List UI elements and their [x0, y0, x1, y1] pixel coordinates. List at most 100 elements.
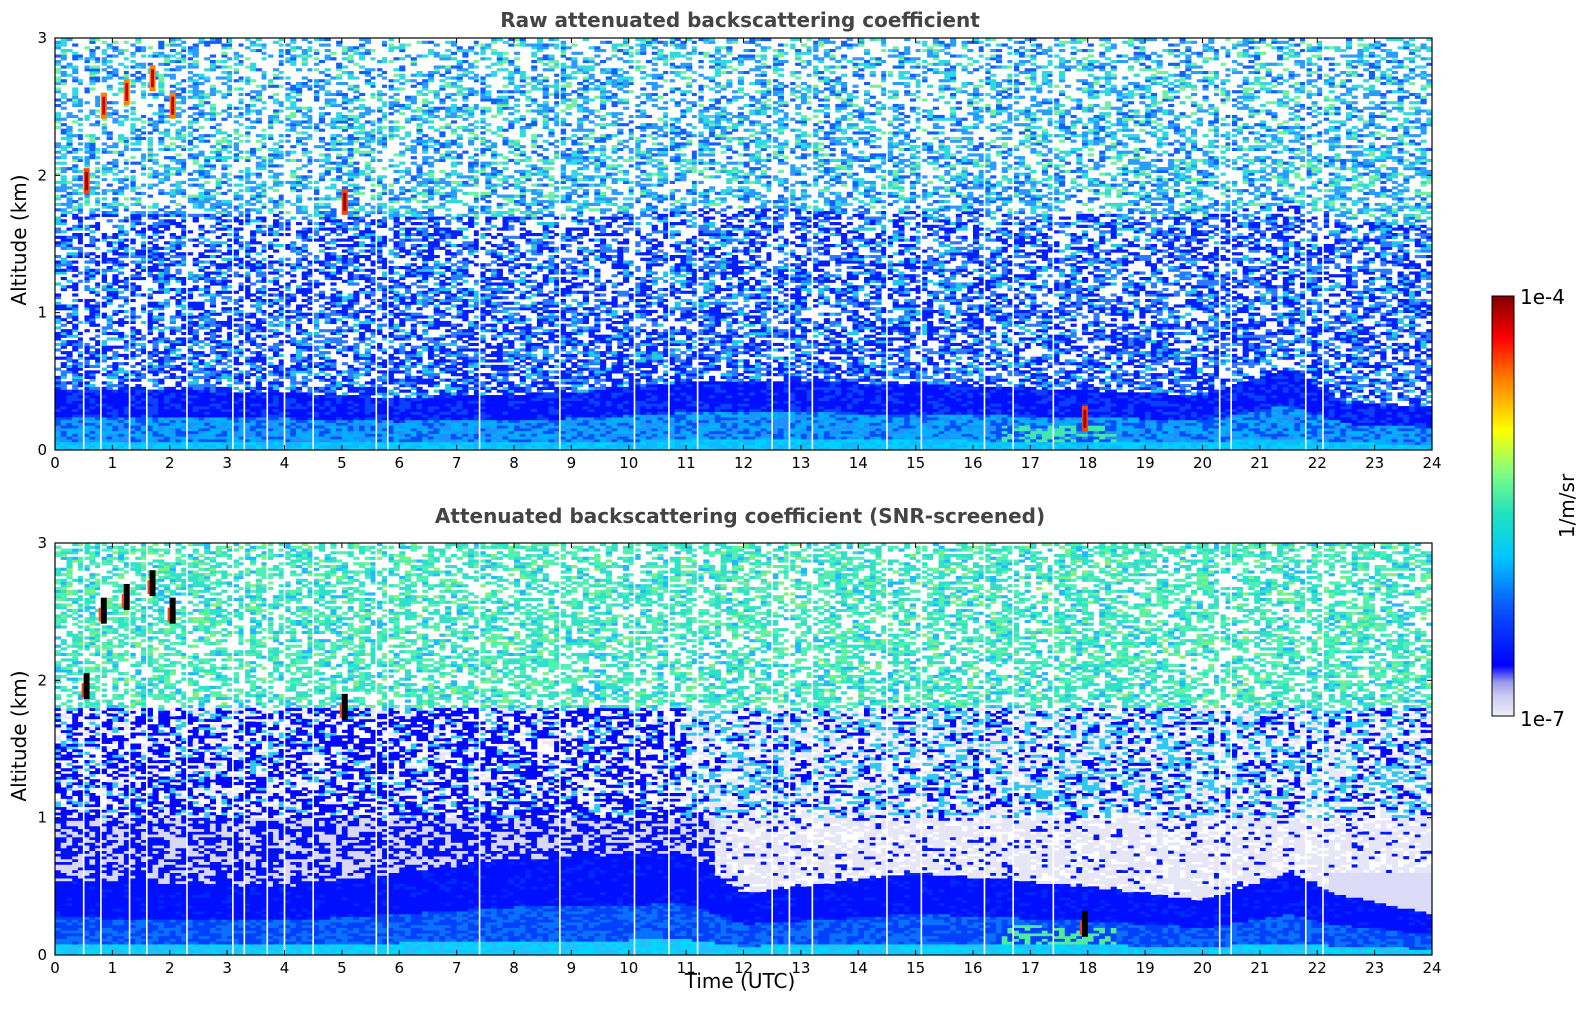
heatmap-cell [84, 164, 90, 167]
heatmap-cell [61, 324, 67, 327]
heatmap-cell [153, 123, 159, 126]
heatmap-cell [153, 228, 159, 231]
heatmap-cell [135, 354, 141, 357]
heatmap-cell [89, 288, 95, 291]
heatmap-cell [55, 387, 61, 390]
heatmap-cell [164, 417, 170, 420]
heatmap-cell [147, 436, 153, 439]
heatmap-cell [55, 118, 61, 121]
heatmap-cell [153, 277, 159, 280]
heatmap-cell [107, 414, 113, 417]
heatmap-cell [112, 376, 118, 379]
heatmap-cell [107, 428, 113, 431]
heatmap-cell [130, 332, 136, 335]
heatmap-cell [66, 428, 72, 431]
heatmap-cell [55, 241, 61, 244]
heatmap-cell [101, 236, 107, 239]
heatmap-cell [130, 90, 136, 93]
heatmap-cell [147, 420, 153, 423]
heatmap-cell [135, 436, 141, 439]
heatmap-cell [147, 175, 153, 178]
heatmap-cell [135, 219, 141, 222]
heatmap-cell [130, 101, 136, 104]
heatmap-cell [66, 239, 72, 242]
heatmap-cell [101, 302, 107, 305]
heatmap-cell [158, 417, 164, 420]
heatmap-cell [153, 170, 159, 173]
heatmap-cell [55, 348, 61, 351]
heatmap-cell [55, 436, 61, 439]
heatmap-cell [61, 409, 67, 412]
heatmap-cell [130, 211, 136, 214]
heatmap-cell [118, 82, 124, 85]
heatmap-cell [112, 260, 118, 263]
heatmap-cell [153, 326, 159, 329]
heatmap-cell [135, 425, 141, 428]
heatmap-cell [153, 445, 159, 448]
heatmap-cell [66, 195, 72, 198]
heatmap-cell [153, 96, 159, 99]
heatmap-cell [158, 230, 164, 233]
heatmap-cell [130, 85, 136, 88]
heatmap-cell [112, 293, 118, 296]
heatmap-cell [55, 41, 61, 44]
heatmap-cell [130, 395, 136, 398]
heatmap-cell [147, 395, 153, 398]
heatmap-cell [147, 439, 153, 442]
heatmap-cell [147, 401, 153, 404]
heatmap-cell [55, 145, 61, 148]
heatmap-cell [72, 417, 78, 420]
heatmap-cell [118, 296, 124, 299]
heatmap-cell [72, 104, 78, 107]
heatmap-cell [147, 247, 153, 250]
heatmap-cell [130, 252, 136, 255]
heatmap-cell [61, 148, 67, 151]
heatmap-cell [72, 324, 78, 327]
heatmap-cell [135, 266, 141, 269]
heatmap-cell [147, 266, 153, 269]
heatmap-cell [158, 82, 164, 85]
heatmap-cell [72, 434, 78, 437]
heatmap-cell [147, 296, 153, 299]
heatmap-cell [147, 326, 153, 329]
heatmap-cell [84, 65, 90, 68]
heatmap-cell [101, 439, 107, 442]
heatmap-cell [89, 291, 95, 294]
heatmap-cell [101, 387, 107, 390]
heatmap-cell [118, 395, 124, 398]
heatmap-cell [107, 189, 113, 192]
heatmap-cell [135, 406, 141, 409]
heatmap-cell [107, 337, 113, 340]
heatmap-cell [164, 288, 170, 291]
heatmap-cell [164, 222, 170, 225]
heatmap-cell [112, 425, 118, 428]
heatmap-cell [147, 148, 153, 151]
heatmap-cell [112, 329, 118, 332]
heatmap-cell [72, 390, 78, 393]
heatmap-cell [164, 387, 170, 390]
heatmap-cell [72, 348, 78, 351]
heatmap-cell [153, 365, 159, 368]
heatmap-cell [84, 203, 90, 206]
heatmap-cell [84, 277, 90, 280]
heatmap-cell [135, 140, 141, 143]
heatmap-cell [153, 401, 159, 404]
heatmap-cell [61, 214, 67, 217]
heatmap-cell [61, 41, 67, 44]
heatmap-cell [61, 428, 67, 431]
heatmap-cell [158, 335, 164, 338]
heatmap-cell [158, 41, 164, 44]
heatmap-cell [158, 137, 164, 140]
heatmap-cell [164, 425, 170, 428]
heatmap-cell [107, 71, 113, 74]
heatmap-cell [107, 406, 113, 409]
heatmap-cell [72, 387, 78, 390]
heatmap-cell [89, 412, 95, 415]
heatmap-cell [130, 439, 136, 442]
heatmap-cell [153, 340, 159, 343]
heatmap-cell [130, 178, 136, 181]
heatmap-cell [101, 285, 107, 288]
heatmap-cell [84, 423, 90, 426]
heatmap-cell [135, 274, 141, 277]
heatmap-cell [101, 63, 107, 66]
